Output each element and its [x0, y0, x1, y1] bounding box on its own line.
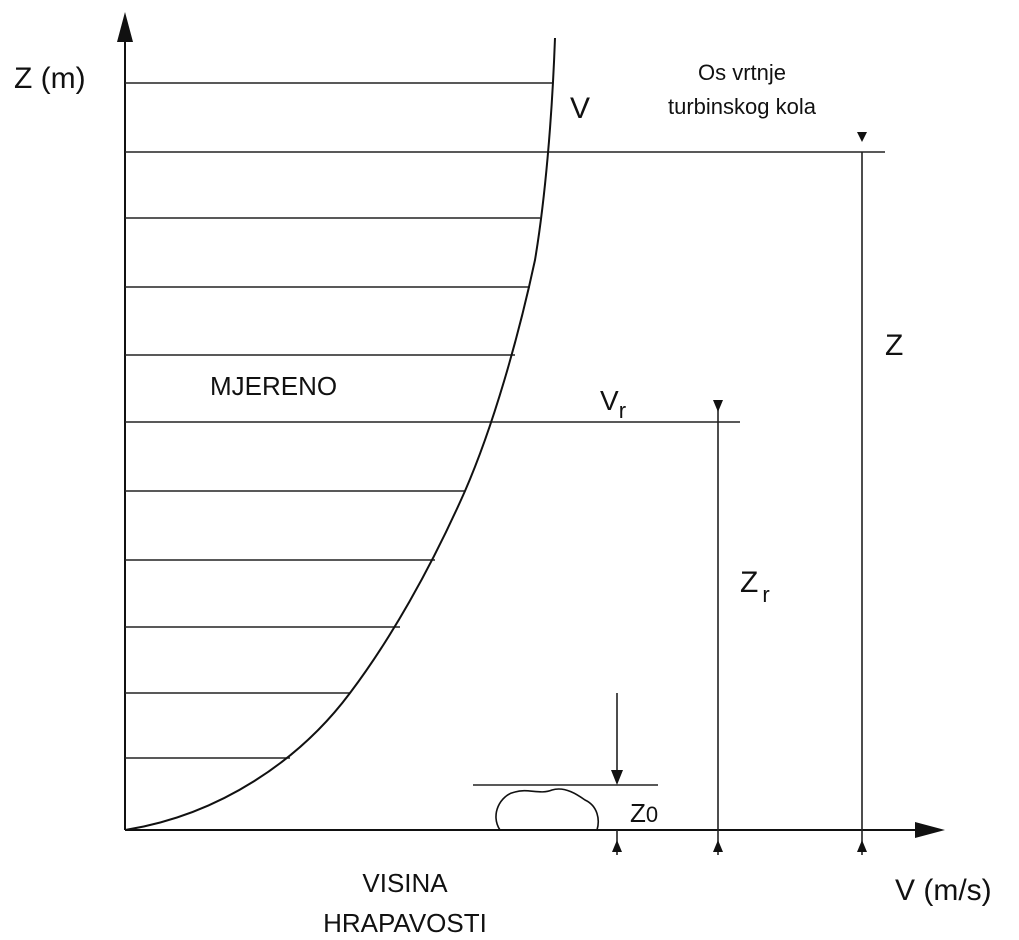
label-sub: 0: [646, 802, 658, 827]
label-main: Z: [740, 566, 758, 599]
arrowhead: [612, 840, 622, 852]
hub-axis-label: turbinskog kola: [668, 94, 817, 119]
measure-lines: [125, 83, 885, 758]
arrowhead: [857, 132, 867, 142]
label-main: V: [600, 385, 619, 416]
label-sub: r: [619, 398, 626, 423]
roughness-label: HRAPAVOSTI: [323, 908, 487, 938]
hub-axis-label: Os vrtnje: [698, 60, 786, 85]
wind-profile: [125, 38, 555, 830]
y-axis-label: Z (m): [14, 62, 86, 95]
label-main: Z: [630, 798, 646, 828]
x-axis-label: V (m/s): [895, 874, 992, 907]
hub-height-label: Z: [885, 329, 903, 362]
arrowhead: [713, 400, 723, 412]
profile-label: V: [570, 92, 590, 125]
roughness-length-label: Z0: [630, 798, 658, 828]
arrowhead: [713, 840, 723, 852]
measured-label: MJERENO: [210, 371, 337, 401]
x-axis-arrow: [915, 822, 945, 838]
reference-velocity-label: Vr: [600, 385, 626, 423]
arrowhead: [857, 840, 867, 852]
label-sub: r: [762, 582, 769, 607]
roughness-element: [496, 789, 598, 830]
roughness-label: VISINA: [362, 868, 448, 898]
y-axis-arrow: [117, 12, 133, 42]
diagram: Z (m) V (m/s) V Os vrtnje turbinskog kol…: [0, 0, 1019, 940]
arrowhead: [611, 770, 623, 785]
